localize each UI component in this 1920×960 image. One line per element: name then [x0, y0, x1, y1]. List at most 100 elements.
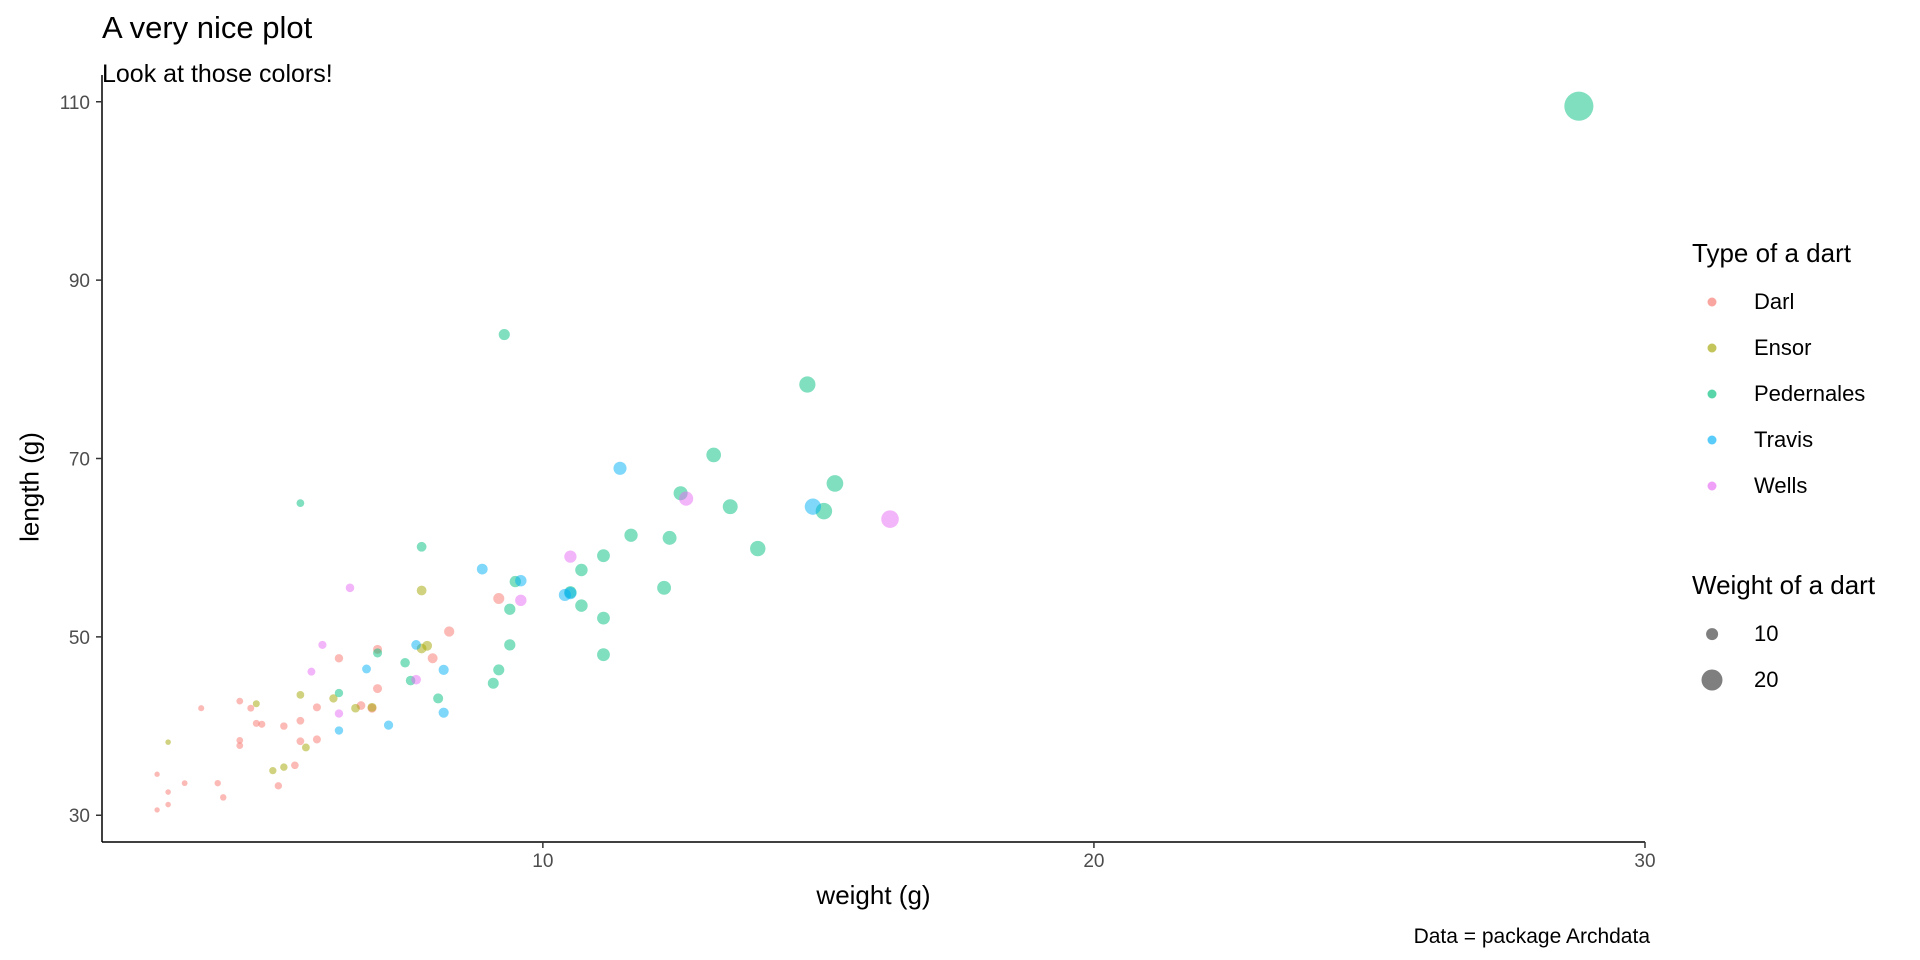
data-point — [1564, 91, 1594, 121]
x-tick-label: 20 — [1083, 851, 1104, 872]
legend-swatch — [1707, 343, 1717, 353]
legend-label: Pedernales — [1754, 381, 1866, 406]
data-point — [236, 697, 244, 705]
data-point — [613, 461, 627, 475]
data-point — [334, 726, 344, 735]
data-point — [334, 688, 344, 698]
data-point — [804, 498, 822, 515]
data-point — [312, 703, 321, 712]
legend-label: 20 — [1754, 667, 1779, 692]
data-point — [252, 719, 260, 727]
data-point — [154, 807, 160, 813]
data-point — [438, 707, 449, 718]
size-legend-title: Weight of a dart — [1692, 570, 1876, 600]
data-point — [575, 563, 588, 577]
y-tick-label: 30 — [69, 806, 90, 827]
data-point — [345, 583, 355, 593]
data-point — [291, 761, 299, 770]
size-legend: Weight of a dart 10 20 — [1692, 570, 1875, 703]
data-point — [373, 648, 383, 658]
color-legend-item: Pedernales — [1692, 371, 1865, 417]
data-point — [515, 594, 527, 607]
legend-label: Darl — [1754, 289, 1795, 314]
data-point — [373, 684, 383, 694]
legend-swatch — [1707, 297, 1717, 307]
data-point — [498, 328, 510, 341]
legend-label: 10 — [1754, 621, 1779, 646]
data-point — [706, 447, 722, 463]
data-point — [269, 767, 277, 775]
data-point — [296, 737, 305, 746]
data-points — [154, 91, 1594, 813]
data-point — [296, 499, 305, 507]
data-point — [411, 674, 421, 685]
data-point — [487, 677, 499, 689]
chart-caption: Data = package Archdata — [1413, 925, 1650, 948]
x-axis-ticks: 10 20 30 — [532, 842, 1656, 872]
data-point — [799, 376, 816, 393]
data-point — [750, 540, 766, 557]
legend-size-circle — [1706, 628, 1718, 640]
data-point — [679, 491, 694, 506]
legend-label: Ensor — [1754, 335, 1812, 360]
y-tick-label: 50 — [69, 628, 90, 649]
data-point — [493, 664, 505, 676]
data-point — [564, 587, 577, 600]
data-point — [881, 510, 899, 528]
data-point — [307, 667, 316, 676]
data-point — [657, 580, 672, 595]
data-point — [826, 475, 844, 492]
color-legend-item: Ensor — [1692, 325, 1851, 371]
data-point — [367, 702, 377, 712]
data-point — [400, 657, 410, 668]
y-axis-ticks: 30 50 70 90 110 — [60, 93, 102, 827]
data-point — [662, 530, 677, 545]
data-point — [214, 779, 221, 787]
legend-swatch — [1707, 389, 1717, 399]
data-point — [280, 763, 288, 771]
data-point — [515, 574, 527, 587]
data-point — [334, 654, 344, 663]
data-point — [296, 716, 305, 725]
data-point — [236, 742, 244, 750]
color-legend-item: Wells — [1692, 463, 1851, 509]
legend-swatch — [1707, 481, 1717, 491]
legend-swatch — [1707, 435, 1717, 445]
data-point — [597, 611, 610, 625]
data-point — [312, 735, 321, 744]
data-point — [154, 771, 160, 777]
data-point — [274, 782, 283, 790]
data-point — [165, 789, 171, 795]
data-point — [280, 722, 288, 730]
data-point — [422, 640, 433, 651]
data-point — [416, 541, 427, 552]
data-point — [247, 704, 255, 712]
data-point — [438, 664, 449, 675]
data-point — [411, 640, 421, 650]
data-point — [165, 801, 171, 808]
data-point — [383, 720, 394, 730]
data-point — [351, 703, 360, 713]
y-tick-label: 70 — [69, 450, 90, 471]
data-point — [624, 528, 638, 542]
data-point — [220, 794, 227, 801]
y-tick-label: 90 — [69, 271, 90, 292]
chart-subtitle: Look at those colors! — [102, 60, 333, 88]
legend-label: Travis — [1754, 427, 1814, 452]
data-point — [597, 648, 610, 662]
data-point — [236, 736, 244, 744]
data-point — [493, 592, 505, 605]
data-point — [362, 664, 371, 674]
data-point — [198, 705, 205, 712]
x-tick-label: 10 — [532, 851, 553, 872]
data-point — [318, 640, 327, 649]
data-point — [433, 693, 444, 704]
data-point — [329, 694, 338, 703]
color-legend-item: Darl — [1692, 279, 1851, 325]
data-point — [416, 585, 427, 596]
size-legend-item: 20 — [1692, 657, 1875, 703]
y-tick-label: 110 — [60, 93, 90, 114]
color-legend-item: Travis — [1692, 417, 1851, 463]
x-tick-label: 30 — [1634, 851, 1655, 872]
